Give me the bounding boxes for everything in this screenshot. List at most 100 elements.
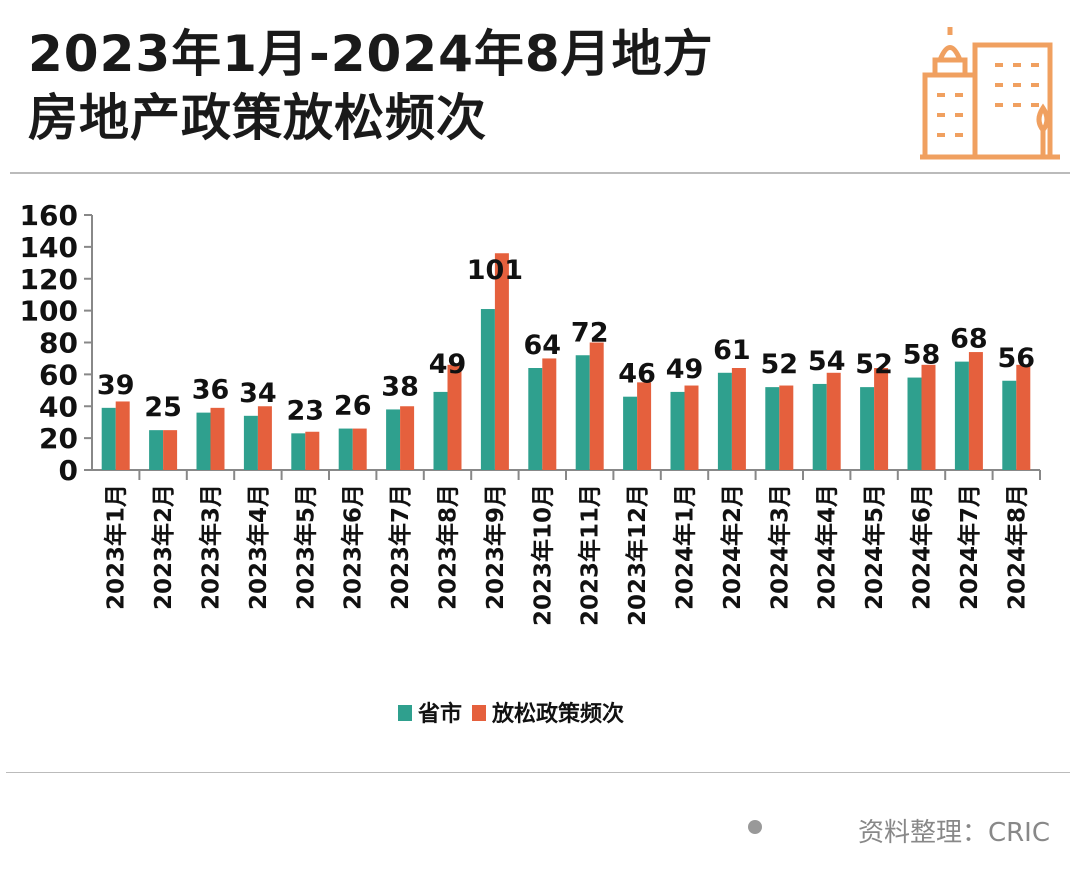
city-buildings-icon bbox=[920, 27, 1060, 160]
y-tick-label: 80 bbox=[39, 327, 78, 360]
title-line-1: 2023年1月-2024年8月地方 bbox=[28, 25, 714, 83]
y-tick-label: 100 bbox=[20, 295, 78, 328]
x-tick-label: 2024年4月 bbox=[814, 484, 841, 610]
bar-province-city bbox=[101, 407, 116, 470]
bar-province-city bbox=[954, 361, 969, 470]
title-line-2: 房地产政策放松频次 bbox=[28, 89, 487, 147]
x-tick-label: 2023年4月 bbox=[245, 484, 272, 610]
x-tick-label: 2023年5月 bbox=[292, 484, 319, 610]
bar-policy bbox=[731, 368, 746, 470]
bar-province-city bbox=[480, 309, 495, 470]
divider bbox=[10, 172, 1070, 174]
x-tick-label: 2023年3月 bbox=[198, 484, 225, 610]
data-label: 58 bbox=[903, 340, 941, 371]
bar-province-city bbox=[386, 409, 401, 470]
x-tick-label: 2024年8月 bbox=[1003, 484, 1030, 610]
x-tick-label: 2023年6月 bbox=[340, 484, 367, 610]
data-label: 68 bbox=[950, 324, 988, 355]
x-tick-label: 2023年7月 bbox=[387, 484, 414, 610]
y-tick-label: 0 bbox=[59, 454, 78, 487]
bar-province-city bbox=[717, 372, 732, 470]
data-label: 56 bbox=[998, 343, 1036, 374]
bar-policy bbox=[921, 364, 936, 470]
data-label: 23 bbox=[287, 395, 325, 426]
bar-policy bbox=[210, 407, 225, 470]
legend-swatch bbox=[398, 705, 412, 721]
bar-policy bbox=[257, 406, 272, 470]
bar-policy bbox=[589, 342, 604, 470]
data-label: 54 bbox=[808, 346, 846, 377]
x-tick-label: 2024年6月 bbox=[909, 484, 936, 610]
x-tick-label: 2024年1月 bbox=[672, 484, 699, 610]
data-label: 49 bbox=[429, 349, 467, 380]
bar-province-city bbox=[149, 430, 164, 470]
bar-province-city bbox=[670, 391, 685, 470]
source-note: 资料整理：CRIC bbox=[857, 818, 1050, 848]
data-label: 38 bbox=[381, 371, 419, 402]
data-label: 36 bbox=[192, 375, 230, 406]
bar-province-city bbox=[196, 412, 211, 470]
bar-policy bbox=[163, 430, 178, 470]
bar-policy bbox=[1016, 364, 1031, 470]
bar-policy bbox=[447, 364, 462, 470]
x-tick-label: 2023年8月 bbox=[435, 484, 462, 610]
x-tick-label: 2024年2月 bbox=[719, 484, 746, 610]
bar-province-city bbox=[623, 396, 638, 470]
data-label: 25 bbox=[144, 392, 182, 423]
bar-policy bbox=[637, 382, 652, 470]
bar-policy bbox=[115, 401, 130, 470]
bar-policy bbox=[874, 368, 889, 470]
y-tick-label: 60 bbox=[39, 358, 78, 391]
data-label: 64 bbox=[524, 330, 562, 361]
data-label: 61 bbox=[713, 335, 751, 366]
bar-policy bbox=[400, 406, 415, 470]
bar-province-city bbox=[291, 433, 306, 470]
page-title: 2023年1月-2024年8月地方 房地产政策放松频次 bbox=[28, 22, 714, 150]
data-label: 101 bbox=[467, 255, 523, 286]
data-label: 52 bbox=[855, 349, 893, 380]
data-label: 34 bbox=[239, 378, 277, 409]
y-tick-label: 160 bbox=[20, 199, 78, 232]
y-tick-label: 20 bbox=[39, 422, 78, 455]
x-tick-label: 2024年7月 bbox=[956, 484, 983, 610]
data-label: 26 bbox=[334, 391, 372, 422]
legend-swatch bbox=[472, 705, 486, 721]
x-tick-label: 2023年12月 bbox=[624, 484, 651, 626]
y-tick-label: 140 bbox=[20, 231, 78, 264]
bar-province-city bbox=[907, 377, 922, 470]
bar-policy bbox=[779, 385, 794, 470]
x-tick-label: 2023年9月 bbox=[482, 484, 509, 610]
bar-policy bbox=[305, 431, 320, 470]
bar-policy bbox=[968, 352, 983, 470]
bullet-dot bbox=[748, 820, 762, 834]
bar-province-city bbox=[433, 391, 448, 470]
bar-policy bbox=[826, 372, 841, 470]
bar-province-city bbox=[243, 415, 258, 470]
bar-province-city bbox=[338, 428, 353, 470]
y-tick-label: 120 bbox=[20, 263, 78, 296]
x-tick-label: 2023年1月 bbox=[103, 484, 130, 610]
bar-policy bbox=[494, 253, 509, 470]
bar-province-city bbox=[860, 387, 875, 470]
x-tick-label: 2024年3月 bbox=[766, 484, 793, 610]
data-label: 72 bbox=[571, 317, 609, 348]
bar-province-city bbox=[812, 383, 827, 470]
data-label: 49 bbox=[666, 354, 704, 385]
x-tick-label: 2023年2月 bbox=[150, 484, 177, 610]
bar-province-city bbox=[1002, 380, 1017, 470]
data-label: 46 bbox=[618, 359, 656, 390]
data-label: 39 bbox=[97, 370, 135, 401]
divider bbox=[6, 772, 1070, 773]
bar-province-city bbox=[528, 368, 543, 470]
x-tick-label: 2024年5月 bbox=[861, 484, 888, 610]
bar-policy bbox=[352, 428, 367, 470]
bar-province-city bbox=[765, 387, 780, 470]
bar-province-city bbox=[575, 355, 590, 470]
bar-policy bbox=[684, 385, 699, 470]
data-label: 52 bbox=[761, 349, 799, 380]
legend-label: 放松政策频次 bbox=[491, 701, 624, 727]
x-tick-label: 2023年10月 bbox=[529, 484, 556, 626]
x-tick-label: 2023年11月 bbox=[577, 484, 604, 626]
